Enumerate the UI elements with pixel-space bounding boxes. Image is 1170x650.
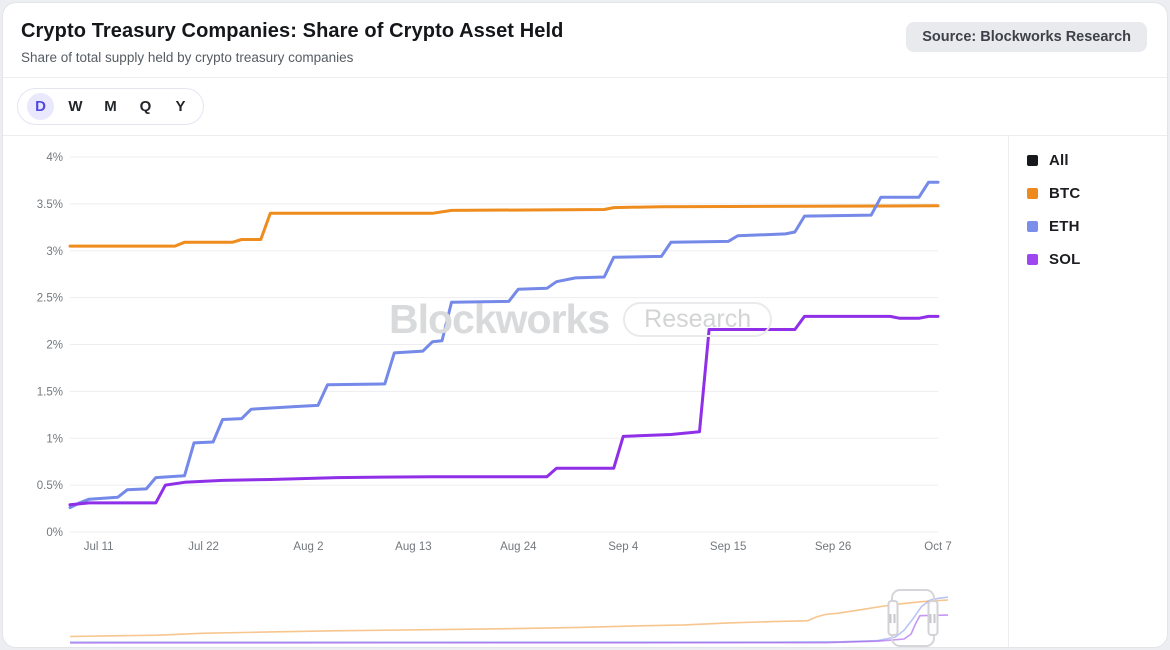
legend-label: SOL bbox=[1049, 251, 1081, 268]
x-tick-label: Aug 24 bbox=[500, 541, 537, 553]
navigator-line-ETH bbox=[70, 596, 949, 643]
navigator-chart bbox=[69, 596, 949, 644]
y-tick-label: 2% bbox=[46, 340, 63, 352]
navigator-brush-window[interactable] bbox=[887, 589, 939, 647]
legend-item-ETH[interactable]: ETH bbox=[1009, 210, 1167, 243]
legend-swatch-SOL bbox=[1027, 254, 1038, 265]
y-tick-label: 3% bbox=[46, 246, 63, 258]
navigator bbox=[69, 586, 949, 647]
page-subtitle: Share of total supply held by crypto tre… bbox=[21, 50, 354, 65]
series-line-ETH bbox=[68, 180, 940, 510]
legend-swatch-BTC bbox=[1027, 188, 1038, 199]
navigator-line-BTC bbox=[69, 599, 949, 638]
header-text: Crypto Treasury Companies: Share of Cryp… bbox=[21, 17, 563, 65]
chart-area: 0% 0.5% 1% 1.5% 2% 2.5% 3% 3.5% 4% Jul 11 Jul 22 Au… bbox=[3, 136, 1008, 647]
series-line-BTC bbox=[68, 204, 940, 248]
range-button-Q[interactable]: Q bbox=[132, 93, 159, 120]
y-tick-label: 1% bbox=[46, 433, 63, 445]
navigator-brush-handle-right[interactable] bbox=[927, 600, 939, 636]
legend-item-SOL[interactable]: SOL bbox=[1009, 243, 1167, 276]
y-tick-label: 2.5% bbox=[37, 293, 63, 305]
range-button-M[interactable]: M bbox=[97, 93, 124, 120]
x-tick-label: Sep 4 bbox=[608, 541, 639, 553]
legend-label: BTC bbox=[1049, 185, 1081, 202]
x-tick-label: Sep 26 bbox=[815, 541, 851, 553]
navigator-line-SOL bbox=[69, 614, 949, 644]
main-chart: 0% 0.5% 1% 1.5% 2% 2.5% 3% 3.5% 4% Jul 11 Jul 22 Au… bbox=[37, 152, 952, 553]
legend-item-All[interactable]: All bbox=[1009, 144, 1167, 177]
x-tick-label: Sep 15 bbox=[710, 541, 746, 553]
source-badge: Source: Blockworks Research bbox=[906, 22, 1147, 52]
legend: All BTC ETH SOL bbox=[1008, 136, 1167, 647]
x-tick-label: Oct 7 bbox=[924, 541, 951, 553]
legend-item-BTC[interactable]: BTC bbox=[1009, 177, 1167, 210]
range-button-Y[interactable]: Y bbox=[167, 93, 194, 120]
legend-label: ETH bbox=[1049, 218, 1080, 235]
page-title: Crypto Treasury Companies: Share of Cryp… bbox=[21, 20, 564, 42]
header: Crypto Treasury Companies: Share of Cryp… bbox=[3, 3, 1167, 77]
navigator-brush-handle-left[interactable] bbox=[887, 600, 899, 636]
legend-label: All bbox=[1049, 152, 1069, 169]
x-tick-label: Jul 11 bbox=[84, 541, 114, 553]
x-tick-label: Jul 22 bbox=[188, 541, 219, 553]
x-tick-label: Aug 13 bbox=[395, 541, 431, 553]
y-tick-label: 0% bbox=[46, 527, 63, 539]
x-tick-label: Aug 2 bbox=[293, 541, 323, 553]
y-tick-label: 4% bbox=[46, 152, 63, 164]
legend-swatch-All bbox=[1027, 155, 1038, 166]
y-tick-label: 3.5% bbox=[37, 199, 63, 211]
legend-swatch-ETH bbox=[1027, 221, 1038, 232]
range-button-W[interactable]: W bbox=[62, 93, 89, 120]
series-line-SOL bbox=[68, 314, 940, 507]
chart-content: 0% 0.5% 1% 1.5% 2% 2.5% 3% 3.5% 4% Jul 11 Jul 22 Au… bbox=[3, 135, 1167, 647]
y-tick-label: 0.5% bbox=[37, 480, 63, 492]
range-button-D[interactable]: D bbox=[27, 93, 54, 120]
y-tick-label: 1.5% bbox=[37, 386, 63, 398]
